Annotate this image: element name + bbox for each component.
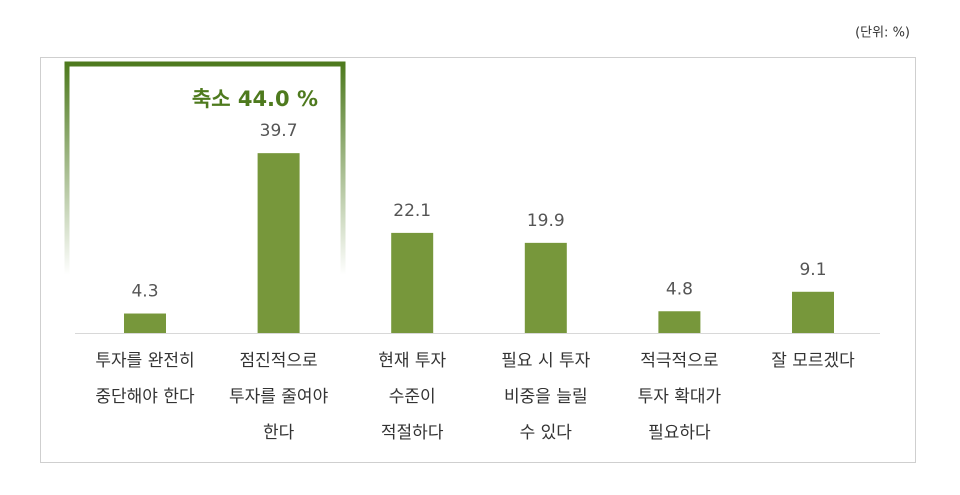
bar	[257, 153, 300, 333]
category-label: 현재 투자 수준이 적절하다	[378, 351, 447, 443]
value-label: 4.3	[131, 282, 158, 302]
bar	[524, 242, 567, 333]
value-label: 22.1	[393, 201, 431, 221]
category-label: 점진적으로 투자를 줄여야 한다	[228, 351, 329, 443]
value-label: 4.8	[666, 279, 693, 299]
unit-note: (단위: %)	[855, 26, 910, 41]
value-label: 19.9	[527, 211, 565, 231]
value-label: 9.1	[799, 260, 826, 280]
value-label: 39.7	[260, 121, 298, 141]
chart-frame	[40, 57, 916, 463]
category-label: 잘 모르겠다	[771, 351, 855, 371]
category-label: 필요 시 투자 비중을 늘릴 수 있다	[501, 351, 591, 443]
category-label: 투자를 완전히 중단해야 한다	[95, 351, 195, 407]
bar	[658, 311, 701, 333]
highlight-box	[64, 61, 346, 275]
annotation: 축소 44.0 %	[192, 87, 318, 111]
bar	[391, 232, 434, 333]
bar	[792, 291, 834, 333]
category-label: 적극적으로 투자 확대가 필요하다	[637, 351, 722, 443]
bar	[124, 313, 166, 333]
